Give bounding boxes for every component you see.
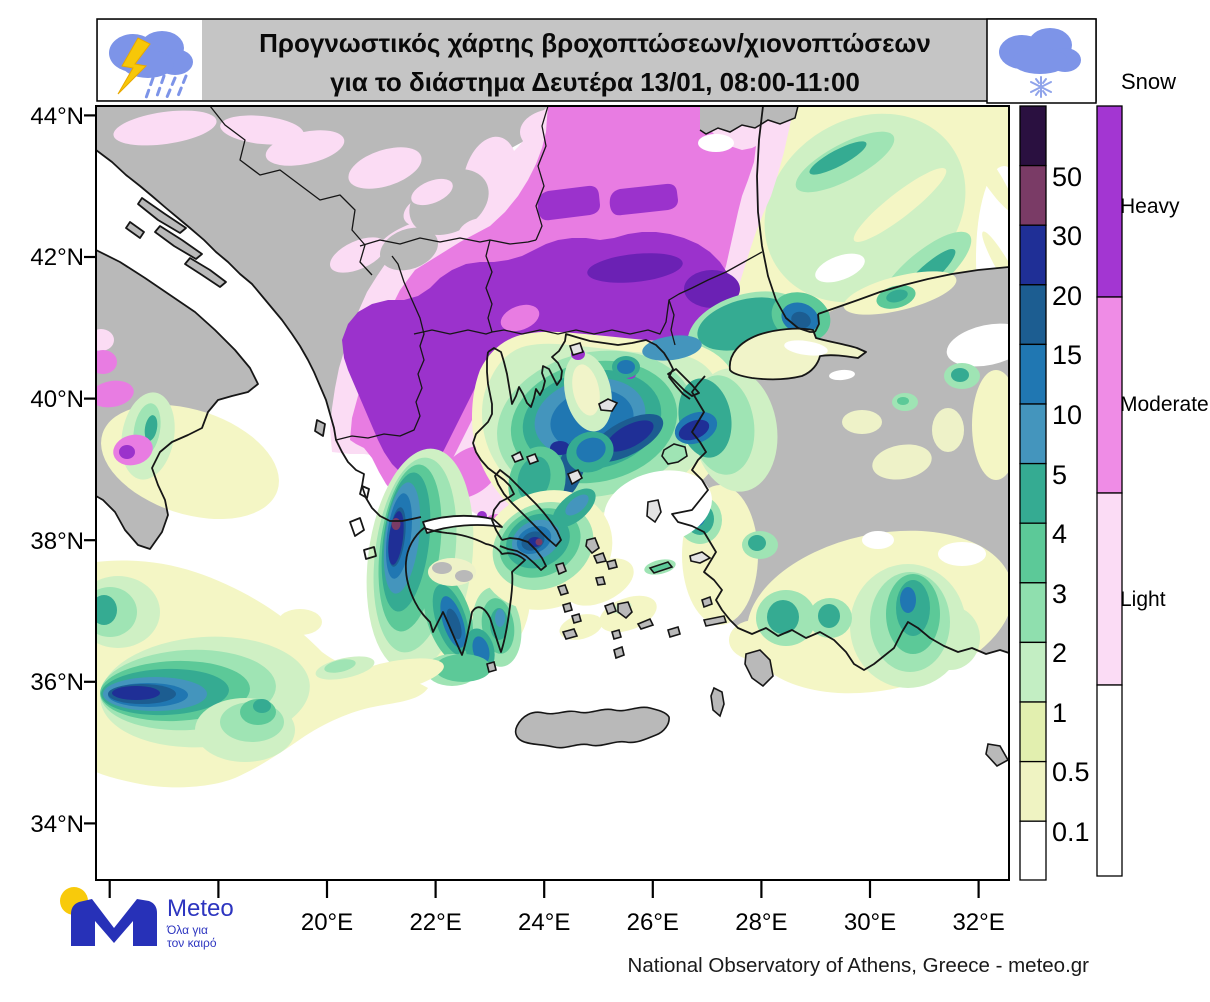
svg-text:24°E: 24°E — [518, 909, 570, 936]
svg-text:4: 4 — [1052, 519, 1067, 549]
svg-text:2: 2 — [1052, 638, 1067, 668]
svg-text:50: 50 — [1052, 162, 1082, 192]
svg-text:20: 20 — [1052, 281, 1082, 311]
svg-text:20°E: 20°E — [301, 909, 353, 936]
svg-text:34°N: 34°N — [30, 811, 84, 838]
svg-text:Light: Light — [1120, 588, 1166, 611]
svg-text:36°N: 36°N — [30, 669, 84, 696]
svg-text:3: 3 — [1052, 579, 1067, 609]
svg-text:1: 1 — [1052, 698, 1067, 728]
svg-text:30: 30 — [1052, 221, 1082, 251]
svg-text:30°E: 30°E — [844, 909, 896, 936]
svg-text:0.5: 0.5 — [1052, 757, 1090, 787]
svg-text:22°E: 22°E — [409, 909, 461, 936]
svg-text:44°N: 44°N — [30, 103, 84, 130]
svg-text:για το διάστημα Δευτέρα 13/01,: για το διάστημα Δευτέρα 13/01, 08:00-11:… — [330, 67, 860, 97]
svg-text:0.1: 0.1 — [1052, 817, 1090, 847]
svg-text:Snow: Snow — [1121, 69, 1176, 94]
svg-text:Προγνωστικός χάρτης βροχοπτώσε: Προγνωστικός χάρτης βροχοπτώσεων/χιονοπτ… — [259, 28, 931, 58]
svg-text:Moderate: Moderate — [1120, 393, 1209, 416]
svg-text:National Observatory of Athens: National Observatory of Athens, Greece -… — [628, 954, 1090, 977]
svg-text:Heavy: Heavy — [1120, 195, 1180, 218]
svg-text:32°E: 32°E — [952, 909, 1004, 936]
svg-text:40°N: 40°N — [30, 386, 84, 413]
svg-text:42°N: 42°N — [30, 244, 84, 271]
svg-text:Όλα για: Όλα για — [166, 923, 208, 937]
svg-text:38°N: 38°N — [30, 528, 84, 555]
svg-text:Meteo: Meteo — [167, 895, 234, 922]
svg-text:τον καιρό: τον καιρό — [167, 936, 217, 950]
svg-text:28°E: 28°E — [735, 909, 787, 936]
svg-text:15: 15 — [1052, 340, 1082, 370]
svg-text:10: 10 — [1052, 400, 1082, 430]
svg-text:26°E: 26°E — [627, 909, 679, 936]
svg-text:5: 5 — [1052, 460, 1067, 490]
